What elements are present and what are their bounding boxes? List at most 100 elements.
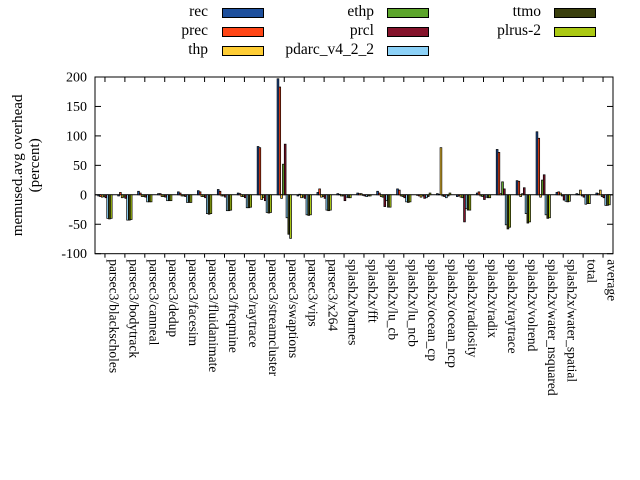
bar-thp: [439, 147, 443, 196]
chart-legend: rec prec thp ethp prcl pdarc_v4_2_2 ttmo plrus-…: [0, 0, 640, 64]
bar-prec: [497, 152, 501, 196]
bar-prcl: [503, 188, 506, 196]
x-tick-label: parsec3/fluidanimate: [206, 259, 221, 372]
x-tick-label: parsec3/bodytrack: [126, 259, 141, 358]
bar-ttmo: [426, 194, 430, 197]
bar-plrus-2: [448, 192, 452, 196]
bar-plrus-2: [289, 194, 292, 239]
x-tick-label: parsec3/dedup: [166, 259, 181, 337]
x-tick-label: parsec3/streamcluster: [266, 259, 281, 376]
bar-prec: [278, 86, 282, 196]
legend-swatch-thp: [222, 45, 264, 56]
bar-thp: [559, 192, 562, 196]
x-tick-label: splash2x/radiosity: [465, 259, 480, 357]
bar-plrus-2: [349, 194, 352, 199]
x-tick-label: average: [605, 259, 620, 301]
bar-plrus-2: [209, 194, 213, 214]
bar-plrus-2: [548, 194, 551, 219]
bar-plrus-2: [369, 194, 372, 197]
x-tick-label: parsec3/blackscholes: [106, 259, 121, 373]
y-tick-label: 50: [73, 159, 87, 174]
x-tick-label: splash2x/lu_cb: [385, 259, 400, 340]
bar-prec: [398, 189, 401, 196]
legend-swatch-ethp: [387, 8, 429, 18]
y-axis-label: memused.avg overhead: [10, 94, 26, 236]
bar-prcl: [343, 194, 347, 202]
legend-label-thp: thp: [188, 40, 208, 58]
bar-prec: [158, 193, 162, 196]
bar-prcl: [542, 174, 546, 196]
legend-label-prcl: prcl: [349, 22, 374, 39]
bar-thp: [599, 189, 602, 196]
bar-thp: [579, 189, 582, 196]
x-tick-label: splash2x/fft: [365, 259, 380, 323]
bar-rec: [296, 194, 300, 197]
x-tick-label: total: [585, 259, 600, 283]
bar-plrus-2: [568, 194, 571, 202]
legend-label-ttmo: ttmo: [512, 3, 541, 20]
bar-prec: [178, 192, 182, 196]
bar-plrus-2: [508, 194, 511, 228]
bar-thp: [280, 194, 283, 199]
bar-prec: [238, 193, 242, 196]
bar-plrus-2: [488, 194, 492, 199]
x-tick-label: splash2x/raytrace: [505, 259, 520, 353]
bar-plrus-2: [149, 194, 153, 203]
bar-prec: [517, 180, 521, 196]
bar-plrus-2: [388, 194, 392, 208]
y-tick-label: -50: [68, 218, 87, 233]
bar-prec: [258, 147, 262, 196]
legend-label-ethp: ethp: [347, 3, 374, 20]
legend-label-plrus-2: plrus-2: [497, 22, 541, 39]
legend-label-prec: prec: [181, 22, 208, 39]
bar-plrus-2: [249, 194, 252, 208]
bar-plrus-2: [408, 194, 412, 203]
bar-prec: [537, 137, 541, 196]
x-tick-label: parsec3/vips: [306, 259, 321, 326]
legend-label-rec: rec: [189, 3, 208, 20]
bar-prcl: [283, 143, 287, 196]
bar-plrus-2: [129, 194, 133, 220]
y-tick-label: 150: [66, 100, 87, 115]
bar-plrus-2: [528, 194, 531, 223]
bar-prec: [119, 192, 122, 196]
bar-plrus-2: [169, 194, 173, 202]
bar-plrus-2: [309, 194, 312, 216]
bar-plrus-2: [189, 194, 193, 203]
legend-swatch-prec: [222, 27, 264, 37]
legend-swatch-pdarc_v4_2_2: [387, 45, 429, 56]
bar-plrus-2: [468, 194, 472, 211]
x-tick-label: splash2x/ocean_ncp: [445, 259, 460, 368]
y-tick-label: 0: [80, 188, 87, 203]
bar-ttmo: [446, 194, 450, 197]
x-tick-label: splash2x/volrend: [525, 259, 540, 351]
bar-prcl: [522, 187, 526, 196]
y-tick-label: 200: [66, 71, 87, 86]
bar-plrus-2: [428, 192, 432, 196]
bar-plrus-2: [110, 194, 113, 219]
legend-swatch-plrus-2: [554, 27, 596, 37]
bar-plrus-2: [269, 194, 272, 213]
x-tick-label: parsec3/facesim: [186, 259, 201, 346]
legend-swatch-rec: [222, 8, 264, 18]
x-tick-label: splash2x/barnes: [346, 259, 361, 345]
legend-swatch-ttmo: [554, 8, 596, 18]
x-tick-label: parsec3/freqmine: [226, 259, 241, 353]
bar-plrus-2: [329, 194, 332, 211]
x-tick-label: splash2x/water_nsquared: [545, 259, 560, 396]
legend-swatch-prcl: [387, 27, 429, 37]
x-tick-label: splash2x/water_spatial: [565, 259, 580, 382]
x-tick-label: splash2x/radix: [485, 259, 500, 338]
x-tick-label: splash2x/lu_ncb: [405, 259, 420, 347]
x-tick-label: parsec3/swaptions: [286, 259, 301, 358]
bar-prec: [477, 191, 481, 196]
bar-thp: [519, 194, 522, 197]
bar-rec: [117, 194, 120, 197]
bar-ethp: [501, 181, 504, 196]
y-tick-label: 100: [66, 129, 87, 144]
y-tick-label: -100: [61, 247, 87, 262]
plot-border: [94, 76, 614, 255]
bar-prec: [378, 192, 381, 196]
